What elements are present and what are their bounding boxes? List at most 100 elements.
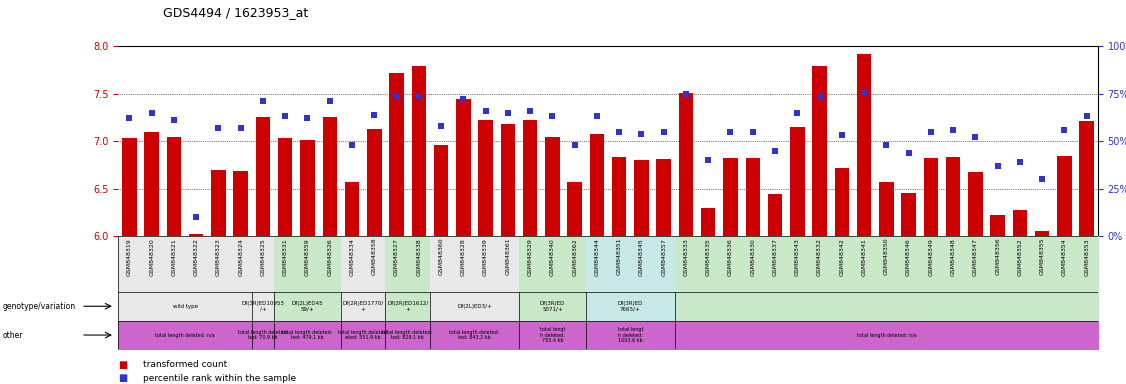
- Bar: [345, 182, 359, 236]
- Text: GSM848346: GSM848346: [906, 238, 911, 276]
- Text: GDS4494 / 1623953_at: GDS4494 / 1623953_at: [163, 6, 309, 19]
- Bar: [522, 120, 537, 236]
- Bar: [456, 99, 471, 236]
- Point: [1034, 176, 1052, 182]
- Text: GSM848359: GSM848359: [305, 238, 310, 276]
- Bar: [879, 182, 894, 236]
- Text: genotype/variation: genotype/variation: [2, 302, 75, 311]
- Bar: [390, 73, 404, 236]
- Bar: [790, 127, 804, 236]
- Text: GSM848352: GSM848352: [1018, 238, 1022, 276]
- Text: GSM848336: GSM848336: [729, 238, 733, 276]
- Text: GSM848354: GSM848354: [1062, 238, 1067, 276]
- Point: [476, 108, 494, 114]
- Bar: [479, 120, 493, 236]
- Text: GSM848337: GSM848337: [772, 238, 778, 276]
- Text: GSM848321: GSM848321: [171, 238, 177, 276]
- Text: total lengt
h deleted:
1003.6 kb: total lengt h deleted: 1003.6 kb: [617, 327, 643, 343]
- Point: [900, 149, 918, 156]
- Point: [164, 117, 182, 123]
- Point: [922, 129, 940, 135]
- Text: total length deleted:
ted: 843.2 kb: total length deleted: ted: 843.2 kb: [449, 329, 500, 341]
- Bar: [144, 132, 159, 236]
- Point: [766, 147, 784, 154]
- Bar: [122, 138, 136, 236]
- Bar: [568, 182, 582, 236]
- Text: Df(3R)ED
5071/+: Df(3R)ED 5071/+: [539, 301, 565, 312]
- Text: GSM848338: GSM848338: [417, 238, 421, 276]
- Point: [654, 129, 672, 135]
- Text: GSM848325: GSM848325: [260, 238, 266, 276]
- Text: GSM848322: GSM848322: [194, 238, 198, 276]
- Point: [855, 89, 873, 95]
- Bar: [167, 137, 181, 236]
- Text: GSM848339: GSM848339: [483, 238, 488, 276]
- Point: [499, 109, 517, 116]
- Text: GSM848350: GSM848350: [884, 238, 888, 275]
- Bar: [946, 157, 960, 236]
- Text: Df(2L)ED3/+: Df(2L)ED3/+: [457, 304, 492, 309]
- Text: GSM848333: GSM848333: [683, 238, 688, 276]
- Text: total length deleted:
ted: 70.9 kb: total length deleted: ted: 70.9 kb: [238, 329, 288, 341]
- Point: [588, 113, 606, 119]
- Text: transformed count: transformed count: [143, 360, 227, 369]
- Point: [722, 129, 740, 135]
- Text: GSM848341: GSM848341: [861, 238, 867, 276]
- Bar: [991, 215, 1004, 236]
- Bar: [501, 124, 515, 236]
- Text: total length deleted:
eted: 551.9 kb: total length deleted: eted: 551.9 kb: [338, 329, 388, 341]
- Bar: [679, 93, 694, 236]
- Text: total lengt
h deleted:
755.4 kb: total lengt h deleted: 755.4 kb: [539, 327, 565, 343]
- Bar: [857, 54, 872, 236]
- Point: [143, 109, 161, 116]
- Point: [254, 98, 272, 104]
- Text: GSM848351: GSM848351: [617, 238, 622, 275]
- Text: GSM848357: GSM848357: [661, 238, 667, 276]
- Text: GSM848360: GSM848360: [438, 238, 444, 275]
- Point: [633, 131, 651, 137]
- Point: [120, 115, 138, 121]
- Text: GSM848334: GSM848334: [349, 238, 355, 276]
- Point: [544, 113, 562, 119]
- Text: other: other: [2, 331, 23, 339]
- Text: total length deleted:
ted: 829.1 kb: total length deleted: ted: 829.1 kb: [383, 329, 432, 341]
- Bar: [545, 137, 560, 236]
- Point: [677, 91, 695, 97]
- Point: [410, 93, 428, 99]
- Text: GSM848332: GSM848332: [817, 238, 822, 276]
- Text: GSM848348: GSM848348: [950, 238, 956, 276]
- Text: GSM848347: GSM848347: [973, 238, 977, 276]
- Text: GSM848320: GSM848320: [149, 238, 154, 276]
- Text: Df(3R)ED
7665/+: Df(3R)ED 7665/+: [618, 301, 643, 312]
- Bar: [812, 66, 826, 236]
- Point: [966, 134, 984, 141]
- Text: GSM848345: GSM848345: [638, 238, 644, 276]
- Text: GSM848342: GSM848342: [839, 238, 844, 276]
- Bar: [590, 134, 605, 236]
- Point: [365, 111, 383, 118]
- Text: GSM848331: GSM848331: [283, 238, 288, 276]
- Text: GSM848319: GSM848319: [127, 238, 132, 276]
- Point: [1078, 113, 1096, 119]
- Text: total length deleted: n/a: total length deleted: n/a: [155, 333, 215, 338]
- Bar: [923, 158, 938, 236]
- Point: [565, 142, 583, 148]
- Text: Df(2L)ED45
59/+: Df(2L)ED45 59/+: [292, 301, 323, 312]
- Text: GSM848356: GSM848356: [995, 238, 1000, 275]
- Text: GSM848355: GSM848355: [1039, 238, 1045, 275]
- Text: GSM848328: GSM848328: [461, 238, 466, 276]
- Text: GSM848353: GSM848353: [1084, 238, 1089, 276]
- Text: GSM848324: GSM848324: [239, 238, 243, 276]
- Point: [833, 132, 851, 139]
- Point: [699, 157, 717, 163]
- Bar: [233, 170, 248, 236]
- Text: wild type: wild type: [172, 304, 197, 309]
- Bar: [212, 170, 225, 236]
- Text: total length deleted:
ted: 479.1 kb: total length deleted: ted: 479.1 kb: [283, 329, 332, 341]
- Text: Df(2R)ED1612/
+: Df(2R)ED1612/ +: [387, 301, 428, 312]
- Text: ■: ■: [118, 373, 127, 383]
- Bar: [367, 129, 382, 236]
- Text: GSM848327: GSM848327: [394, 238, 399, 276]
- Bar: [1057, 156, 1072, 236]
- Bar: [278, 138, 293, 236]
